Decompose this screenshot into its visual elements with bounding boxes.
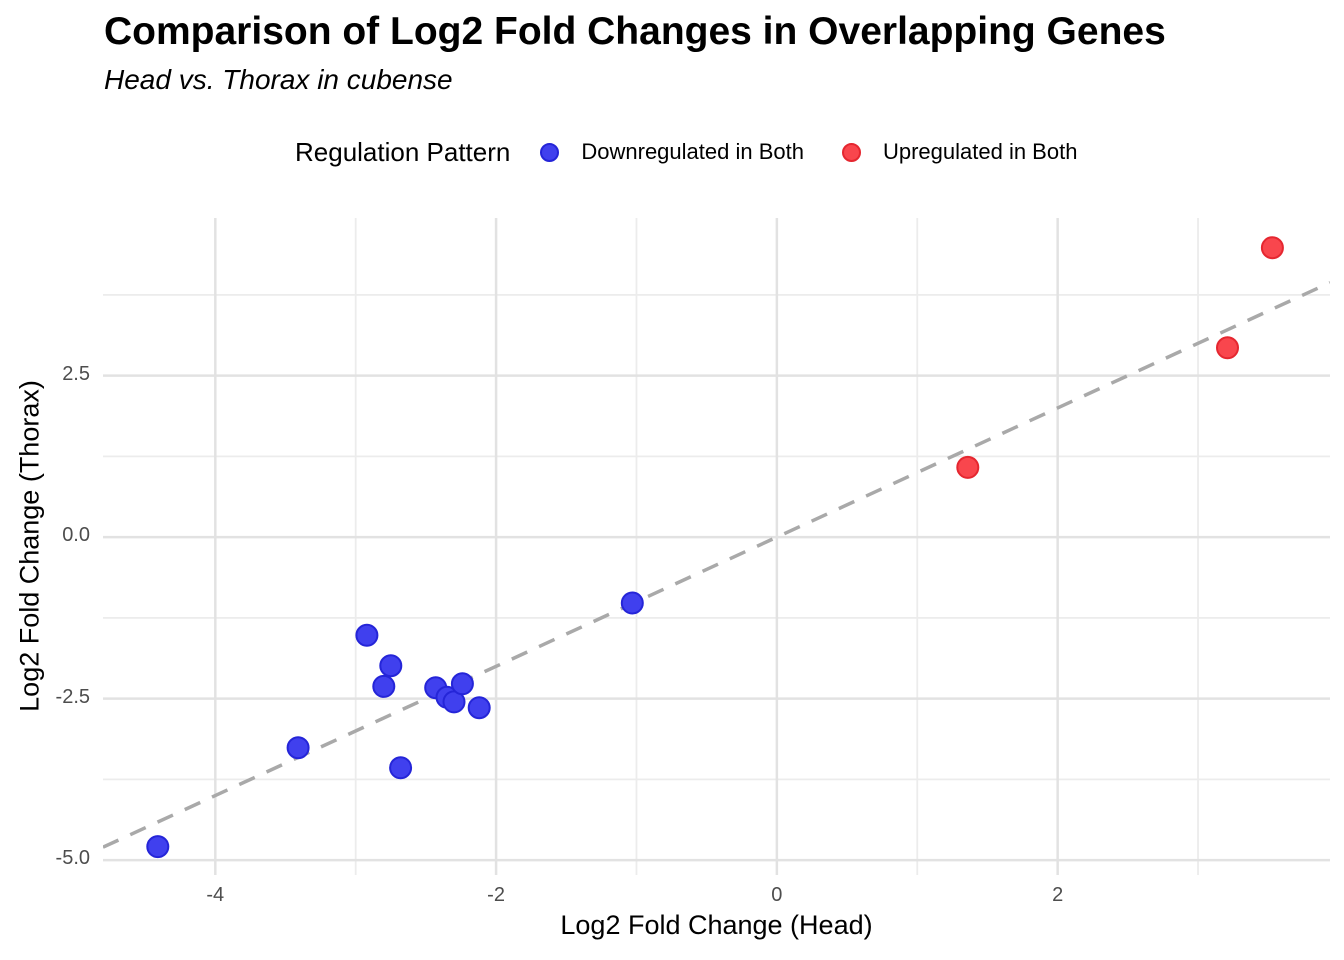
identity-reference-line xyxy=(103,281,1330,849)
x-tick-label: 2 xyxy=(1052,884,1064,906)
data-point-downregulated xyxy=(389,756,413,780)
scatter-plot-canvas xyxy=(103,218,1330,875)
x-tick-label: 0 xyxy=(771,884,783,906)
data-point-upregulated xyxy=(956,455,980,479)
data-point-downregulated xyxy=(620,591,644,615)
x-tick-label: -2 xyxy=(487,884,505,906)
chart-title: Comparison of Log2 Fold Changes in Overl… xyxy=(104,10,1166,53)
red-point-icon xyxy=(841,142,861,162)
x-axis-title: Log2 Fold Change (Head) xyxy=(560,910,873,940)
blue-point-icon xyxy=(540,142,560,162)
data-point-downregulated xyxy=(286,736,310,760)
data-point-upregulated xyxy=(1260,236,1284,260)
plot-panel xyxy=(103,218,1330,875)
legend-title: Regulation Pattern xyxy=(295,136,511,167)
legend-item-label: Upregulated in Both xyxy=(882,139,1078,164)
chart-subtitle: Head vs. Thorax in cubense xyxy=(104,64,453,95)
data-point-downregulated xyxy=(355,623,379,647)
y-axis-title: Log2 Fold Change (Thorax) xyxy=(14,380,45,712)
legend-item-upregulated: Upregulated in Both xyxy=(841,139,1078,165)
legend-item-label: Downregulated in Both xyxy=(581,139,804,164)
data-point-downregulated xyxy=(379,654,403,678)
y-tick-label: -5.0 xyxy=(55,847,90,870)
y-tick-label: -2.5 xyxy=(55,685,90,708)
data-point-downregulated xyxy=(450,672,474,696)
data-point-downregulated xyxy=(146,835,170,859)
legend: Regulation Pattern Downregulated in Both… xyxy=(295,130,1115,174)
x-tick-label: -4 xyxy=(206,884,225,906)
legend-item-downregulated: Downregulated in Both xyxy=(540,139,804,165)
y-tick-label: 2.5 xyxy=(62,362,90,385)
y-tick-label: 0.0 xyxy=(62,524,90,547)
data-point-downregulated xyxy=(372,674,396,698)
data-point-upregulated xyxy=(1216,336,1239,360)
data-point-downregulated xyxy=(467,696,491,720)
